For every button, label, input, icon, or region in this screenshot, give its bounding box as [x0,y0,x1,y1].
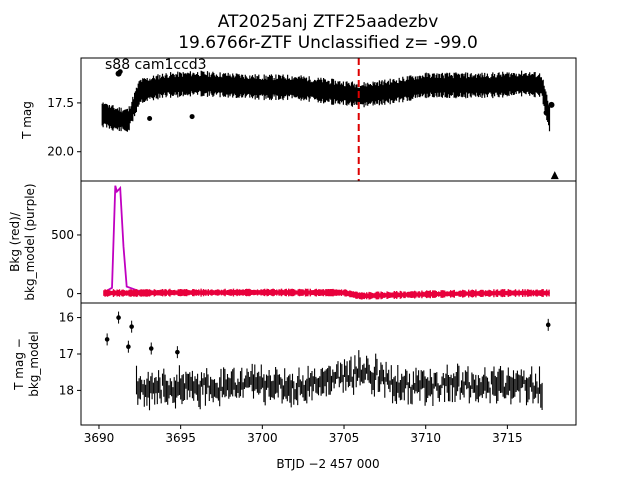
panel3-frame [80,302,577,426]
bkg-y-tick-label: 0 [66,287,74,301]
title-line2: 19.6766r-ZTF Unclassified z= -99.0 [178,33,478,53]
tmag-outlier-point [147,116,153,122]
diff-point [545,322,551,328]
tmag-data-band [101,70,551,132]
x-tick-label: 3690 [84,431,115,445]
diff-point [104,337,110,342]
diff-y-tick-label: 17 [59,347,74,361]
tmag-point [548,101,555,108]
tmag-y-tick-label: 17.5 [47,96,74,110]
ylabel-diff-line1: T mag − [12,338,26,391]
diff-point [126,344,131,350]
diff-point [175,349,180,355]
diff-point [116,315,121,320]
panel2-background [81,181,576,303]
panel-tmag-minus-bkg: 16 17 18 3690 3695 3700 3705 3710 3715 [59,302,577,445]
title-line1: AT2025anj ZTF25aadezbv [218,12,439,32]
diff-point [148,346,154,351]
panel-tmag: 17.5 20.0 [47,57,577,182]
ylabel-tmag: T mag [20,101,34,140]
upper-limit-marker [550,171,559,180]
tmag-y-tick-label: 20.0 [47,145,74,159]
diff-y-tick-label: 16 [59,311,74,325]
x-tick-label: 3695 [165,431,196,445]
x-tick-label: 3710 [410,431,441,445]
diff-errorbars [135,350,543,411]
panel3-background [81,303,576,425]
panel-background: 0 500 [51,180,577,304]
panel1-background [81,58,576,181]
tmag-outlier-point [189,114,195,120]
ylabel-bkg-line2: bkg_model (purple) [23,183,37,300]
tmag-point [102,103,109,110]
xlabel: BTJD −2 457 000 [276,457,379,471]
tmag-point [543,109,550,116]
x-tick-label: 3705 [329,431,360,445]
diff-point [129,324,134,329]
ylabel-bkg-line1: Bkg (red)/ [8,211,22,272]
panel-annotation: s88 cam1ccd3 [105,57,207,73]
x-tick-label: 3700 [247,431,278,445]
tmag-outlier-point [117,69,123,75]
bkg-data-points [103,288,550,300]
bkg-y-tick-label: 500 [51,228,74,242]
x-tick-label: 3715 [492,431,523,445]
diff-y-tick-label: 18 [59,383,74,397]
ylabel-diff-line2: bkg_model [27,331,41,397]
